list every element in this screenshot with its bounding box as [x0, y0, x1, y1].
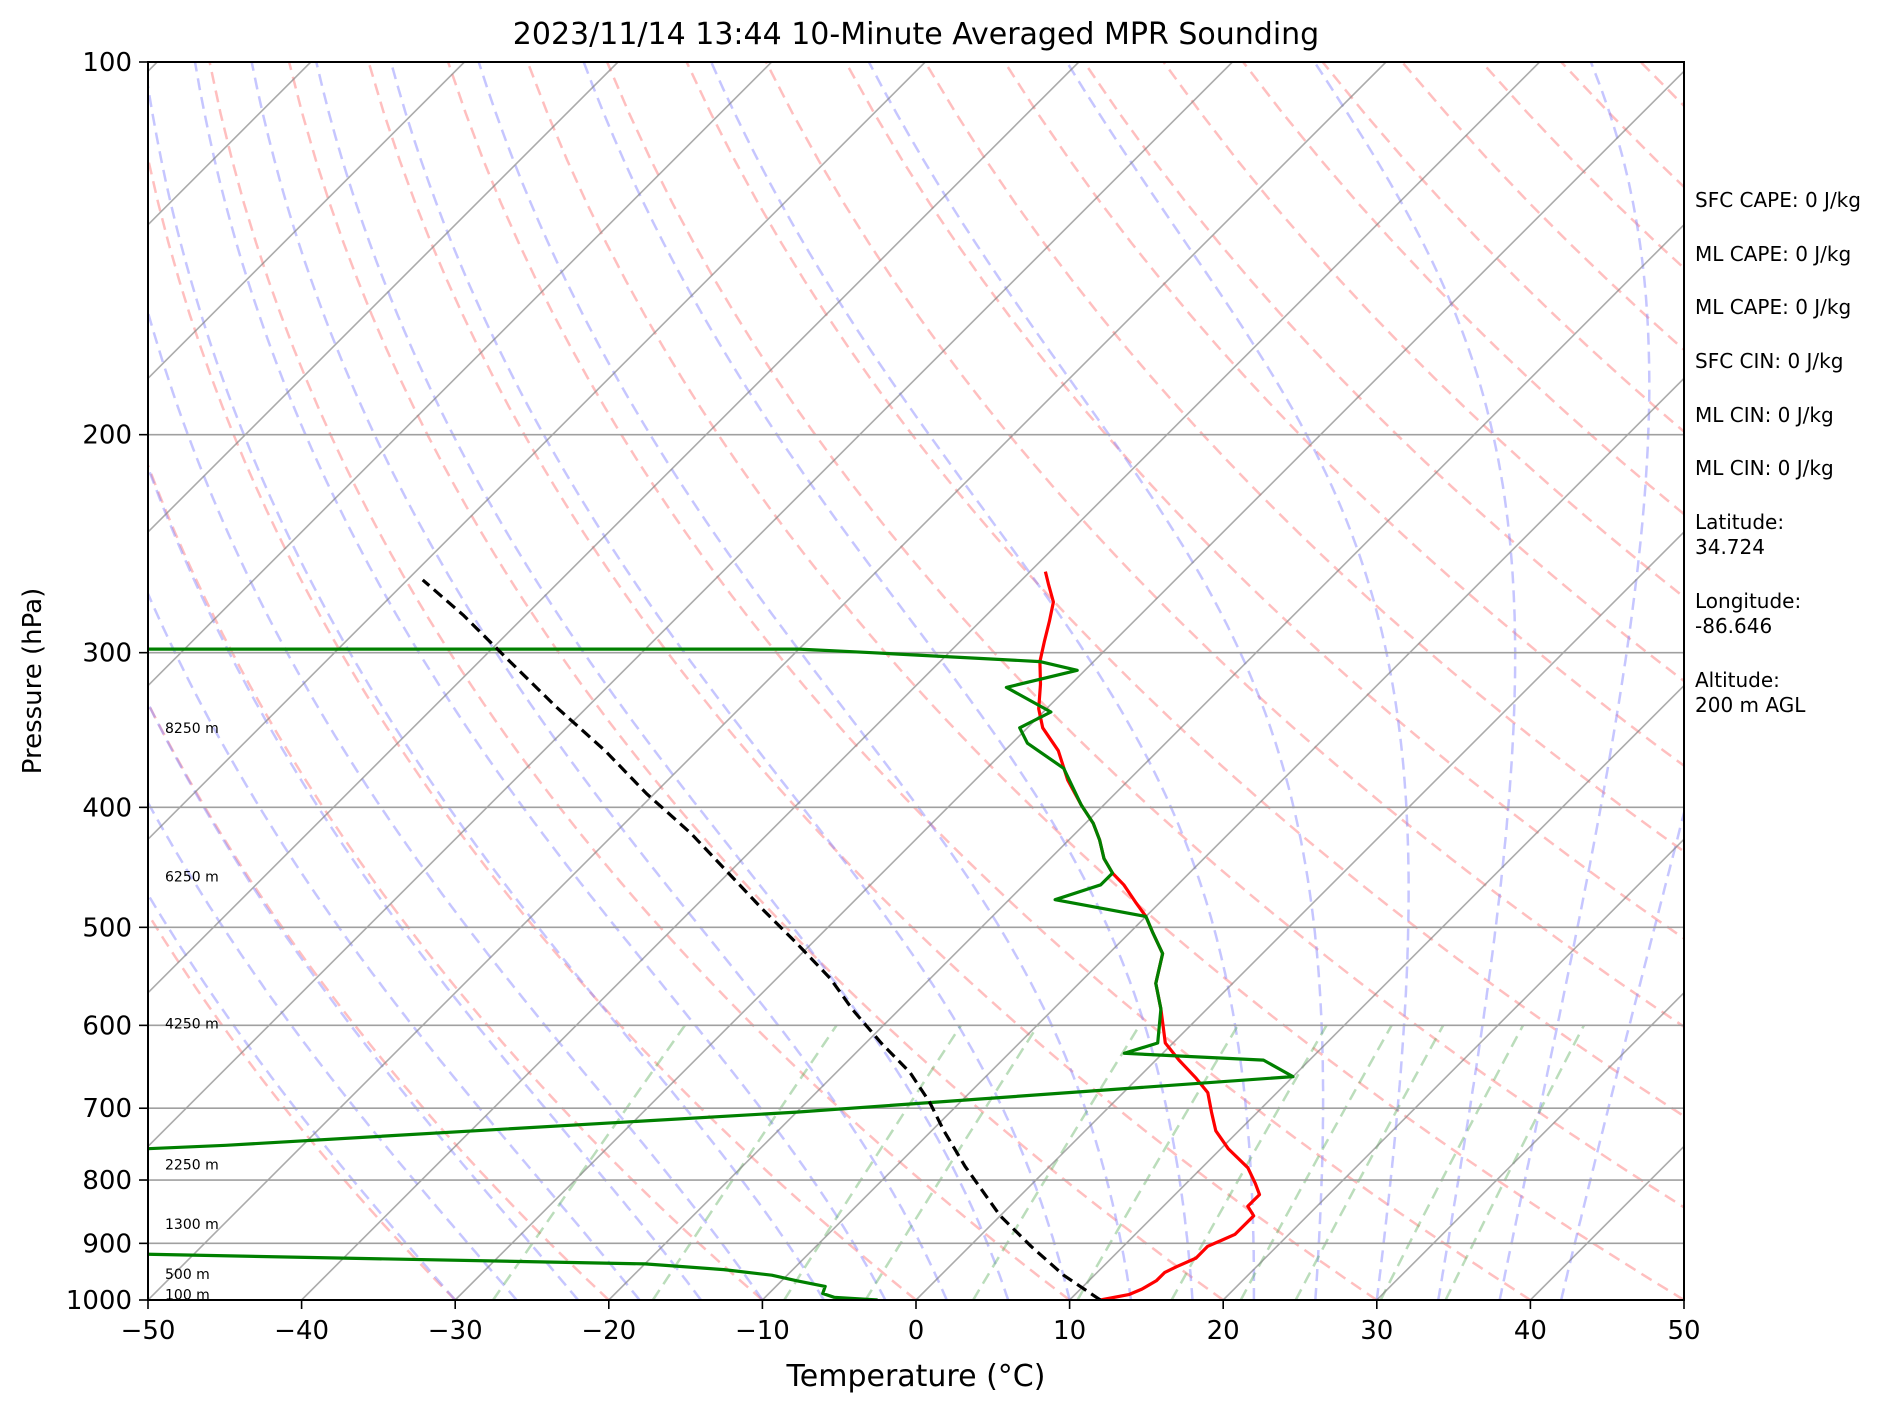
moist-adiabat-line [867, 62, 1325, 1300]
y-tick-label: 400 [82, 793, 132, 823]
x-axis-ticks: −50 −40 −30 −20 −10 0 10 20 30 40 50 [121, 1300, 1701, 1346]
chart-title: 2023/11/14 13:44 10-Minute Averaged MPR … [513, 17, 1319, 52]
isotherm-line [1222, 838, 1684, 1300]
moist-adiabat-line [148, 892, 457, 1300]
ml-cape-text-2: ML CAPE: 0 J/kg [1695, 295, 1852, 319]
y-tick-label: 1000 [66, 1286, 132, 1316]
dry-adiabat-line [764, 62, 1684, 1029]
y-tick-label: 500 [82, 913, 132, 943]
isotherm-line [148, 62, 773, 687]
sfc-cin-text: SFC CIN: 0 J/kg [1695, 349, 1844, 373]
isotherm-line [761, 377, 1684, 1300]
moist-adiabat-line [477, 62, 1133, 1300]
sfc-cape-text: SFC CAPE: 0 J/kg [1695, 188, 1861, 212]
moist-adiabat-line [148, 800, 518, 1300]
dry-adiabat-line [287, 62, 1224, 1300]
height-label: 6250 m [165, 870, 219, 886]
moist-adiabat-line [389, 62, 1071, 1300]
height-label: 2250 m [165, 1157, 219, 1173]
moist-adiabat-line [250, 62, 948, 1300]
ml-cape-text: ML CAPE: 0 J/kg [1695, 242, 1852, 266]
isotherm-line [608, 223, 1684, 1300]
dry-adiabat-line [844, 62, 1684, 940]
y-axis-ticks: 100 200 300 400 500 600 700 800 900 1000 [66, 48, 148, 1316]
x-tick-label: 50 [1667, 1316, 1700, 1346]
x-tick-label: 30 [1360, 1316, 1393, 1346]
isotherm-line [148, 62, 1233, 1148]
isotherm-line [454, 70, 1684, 1300]
x-tick-label: 10 [1053, 1316, 1086, 1346]
dry-adiabat-line [148, 700, 610, 1300]
dry-adiabat-line [367, 62, 1378, 1300]
x-axis-label: Temperature (°C) [786, 1359, 1046, 1394]
ml-cin-text-2: ML CIN: 0 J/kg [1695, 456, 1834, 480]
x-tick-label: −10 [735, 1316, 790, 1346]
moist-adiabat-line [1559, 807, 1684, 1300]
dry-adiabat-line [148, 462, 764, 1300]
dry-adiabat-line [446, 62, 1532, 1300]
moist-adiabat-line [582, 62, 1194, 1300]
y-tick-label: 300 [82, 639, 132, 669]
dry-adiabat-line [148, 152, 917, 1300]
dry-adiabat-line [148, 911, 457, 1300]
height-label: 8250 m [165, 721, 219, 737]
isotherm-line [148, 62, 1080, 994]
isotherm-line [1376, 991, 1684, 1300]
dry-adiabat-line [208, 62, 1071, 1300]
dry-adiabat-line [1083, 62, 1684, 683]
longitude-text: Longitude: -86.646 [1695, 589, 1802, 638]
parcel-line [421, 578, 1102, 1300]
dry-adiabat-line [924, 62, 1684, 854]
x-tick-label: −20 [581, 1316, 636, 1346]
latitude-text: Latitude: 34.724 [1695, 510, 1785, 559]
y-tick-label: 700 [82, 1094, 132, 1124]
height-label: 4250 m [165, 1017, 219, 1033]
sounding-traces [148, 571, 1295, 1300]
moist-adiabat-line [1065, 62, 1410, 1300]
dry-adiabat-line [526, 62, 1684, 1300]
x-tick-label: −30 [428, 1316, 483, 1346]
y-tick-label: 600 [82, 1011, 132, 1041]
moist-adiabat-line [148, 78, 825, 1300]
altitude-text: Altitude: 200 m AGL [1695, 668, 1806, 717]
isotherm-line [301, 62, 1541, 1300]
background-lines [148, 62, 1684, 1300]
dry-adiabat-line [605, 62, 1684, 1209]
isotherm-line [915, 530, 1684, 1300]
moist-adiabat-line [148, 700, 580, 1300]
height-label: 500 m [165, 1267, 210, 1283]
moist-adiabat-line [193, 62, 887, 1300]
isotherm-line [1069, 684, 1684, 1300]
isotherm-line [148, 62, 465, 380]
y-tick-label: 100 [82, 48, 132, 78]
y-axis-label: Pressure (hPa) [18, 588, 48, 775]
height-label: 1300 m [165, 1217, 219, 1233]
dry-adiabat-line [1162, 62, 1684, 599]
ml-cin-text: ML CIN: 0 J/kg [1695, 403, 1834, 427]
x-tick-label: −40 [274, 1316, 329, 1346]
moist-adiabat-line [1313, 62, 1517, 1300]
dewpoint-line [148, 647, 1295, 1300]
moist-adiabat-line [315, 62, 1010, 1300]
x-tick-label: −50 [121, 1316, 176, 1346]
x-tick-label: 0 [908, 1316, 925, 1346]
dry-adiabat-line [685, 62, 1684, 1118]
moist-adiabat-line [1498, 62, 1651, 1300]
y-tick-label: 900 [82, 1229, 132, 1259]
y-tick-label: 800 [82, 1166, 132, 1196]
x-tick-label: 40 [1514, 1316, 1547, 1346]
x-tick-label: 20 [1207, 1316, 1240, 1346]
isotherm-line [148, 62, 1387, 1300]
moist-adiabat-line [148, 307, 764, 1300]
y-tick-label: 200 [82, 421, 132, 451]
isotherm-line [148, 62, 619, 534]
isotherm-line [148, 62, 926, 841]
height-label: 100 m [165, 1288, 210, 1304]
